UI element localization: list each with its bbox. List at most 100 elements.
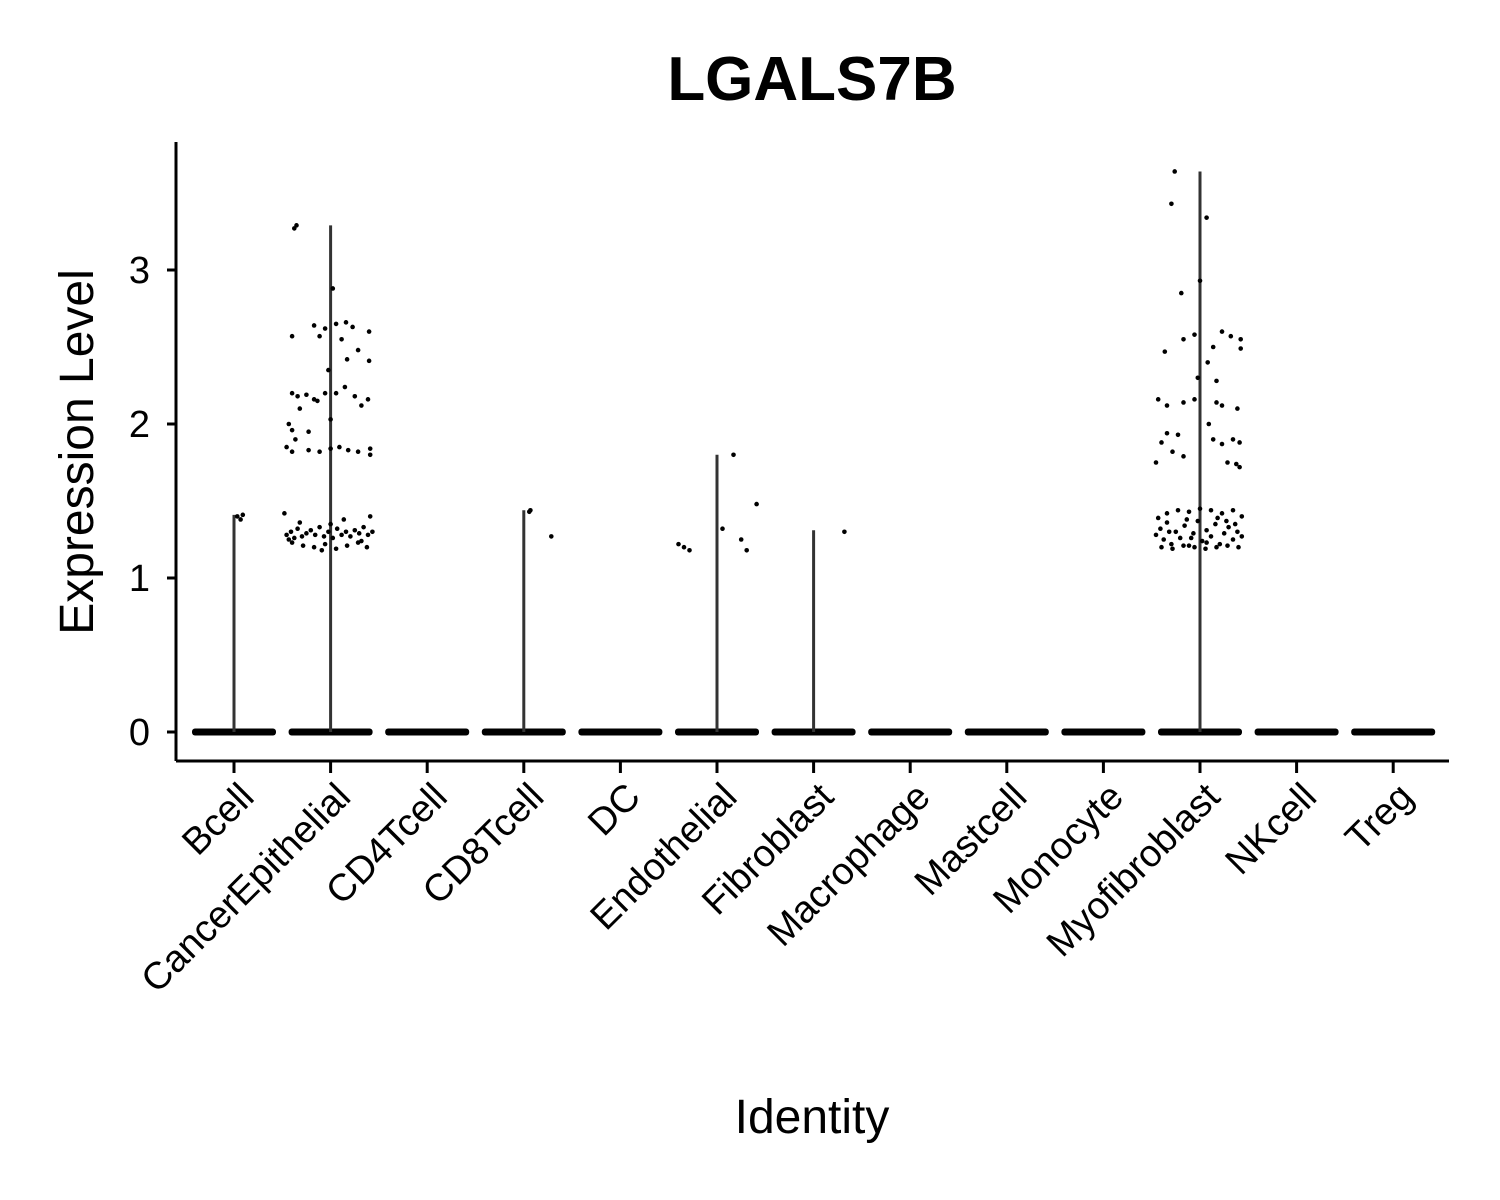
violin-group-nkcell [1254,728,1339,736]
point-cancerepithelial-33 [284,444,289,450]
point-cancerepithelial-38 [337,444,342,450]
point-cancerepithelial-24 [365,397,371,402]
violin-group-cd8tcell [481,507,566,736]
point-myofibroblast-39 [1161,537,1166,542]
point-cancerepithelial-28 [328,417,333,422]
point-cancerepithelial-58 [343,529,349,535]
point-myofibroblast-26 [1159,440,1164,445]
zero-band-monocyte [1061,728,1146,736]
point-myofibroblast-24 [1164,430,1170,436]
point-cancerepithelial-17 [295,393,300,399]
point-myofibroblast-32 [1181,454,1186,459]
point-myofibroblast-13 [1205,360,1210,365]
violin-group-myofibroblast [1153,169,1245,736]
point-endothelial-1 [681,544,687,550]
chart-title: LGALS7B [667,45,956,114]
point-myofibroblast-77 [1166,529,1172,535]
point-cancerepithelial-50 [308,527,314,533]
point-cancerepithelial-52 [317,524,322,530]
violin-group-cancerepithelial [282,223,375,736]
point-cancerepithelial-12 [355,347,361,353]
plot-area: 0 1 2 3 BcellCancerEpithelialCD4TcellCD8Tce… [129,142,1449,1001]
point-cancerepithelial-51 [312,532,318,538]
point-myofibroblast-62 [1203,546,1208,552]
point-cancerepithelial-77 [359,538,364,544]
zero-band-nkcell [1254,728,1339,736]
point-myofibroblast-68 [1186,509,1192,515]
point-endothelial-4 [731,452,736,458]
point-myofibroblast-51 [1213,521,1218,527]
violin-group-dc [578,728,663,736]
point-cancerepithelial-6 [333,321,339,327]
point-myofibroblast-15 [1195,375,1201,381]
point-myofibroblast-10 [1228,333,1234,339]
point-myofibroblast-36 [1237,464,1242,470]
point-cancerepithelial-57 [339,532,344,538]
point-cancerepithelial-13 [366,358,372,364]
point-myofibroblast-21 [1219,403,1225,408]
point-myofibroblast-55 [1230,537,1236,542]
point-cancerepithelial-43 [282,511,287,516]
point-myofibroblast-17 [1164,403,1170,408]
point-cancerepithelial-4 [311,323,317,328]
point-cancerepithelial-61 [356,531,362,536]
violin-group-endothelial [675,452,759,736]
x-tick-label-treg: Treg [1338,776,1422,860]
point-myofibroblast-19 [1192,397,1197,402]
point-myofibroblast-61 [1192,544,1197,550]
point-cancerepithelial-23 [352,393,358,399]
point-cancerepithelial-7 [343,320,349,325]
point-myofibroblast-52 [1217,541,1223,547]
point-cancerepithelial-70 [344,543,350,548]
chart-marks [192,169,1436,736]
point-myofibroblast-9 [1219,329,1225,334]
point-cancerepithelial-5 [322,326,328,331]
point-cancerepithelial-79 [328,521,333,527]
point-myofibroblast-20 [1214,400,1219,405]
point-cancerepithelial-75 [367,514,373,519]
point-cancerepithelial-53 [321,534,327,539]
point-cancerepithelial-65 [289,540,295,545]
x-tick-label-dc: DC [580,776,649,845]
y-tick-label-2: 2 [129,404,150,446]
point-endothelial-0 [676,541,681,547]
point-cancerepithelial-15 [326,367,331,373]
point-cancerepithelial-56 [334,526,340,532]
point-myofibroblast-44 [1182,523,1187,528]
zero-band-macrophage [868,728,953,736]
point-cancerepithelial-30 [289,427,295,433]
point-cancerepithelial-45 [288,529,294,535]
point-cancerepithelial-1 [294,223,299,228]
point-myofibroblast-46 [1191,531,1196,536]
point-myofibroblast-49 [1204,527,1209,533]
point-cancerepithelial-22 [342,384,348,390]
x-tick-label-nkcell: NKcell [1218,776,1325,883]
point-cancerepithelial-36 [317,449,322,455]
point-cancerepithelial-73 [297,520,303,525]
point-myofibroblast-18 [1181,400,1186,405]
point-myofibroblast-80 [1188,535,1194,541]
point-myofibroblast-41 [1169,541,1174,547]
point-cancerepithelial-69 [333,546,339,552]
point-cancerepithelial-39 [345,447,351,453]
point-myofibroblast-65 [1236,544,1241,550]
violin-group-treg [1351,728,1436,736]
point-myofibroblast-42 [1173,529,1179,535]
point-myofibroblast-0 [1172,169,1177,174]
point-cancerepithelial-8 [350,324,355,330]
point-cancerepithelial-67 [311,544,317,550]
point-myofibroblast-67 [1175,507,1181,513]
point-cancerepithelial-27 [315,398,320,404]
point-myofibroblast-58 [1159,544,1164,550]
point-endothelial-7 [754,501,759,507]
violin-group-mastcell [964,728,1049,736]
point-myofibroblast-35 [1234,461,1239,467]
violin-group-bcell [192,512,276,736]
violin-group-monocyte [1061,728,1146,736]
x-axis-label: Identity [735,1091,890,1144]
point-cancerepithelial-40 [355,449,361,455]
point-endothelial-3 [720,526,725,532]
point-myofibroblast-7 [1192,332,1197,337]
point-cancerepithelial-32 [293,437,298,442]
